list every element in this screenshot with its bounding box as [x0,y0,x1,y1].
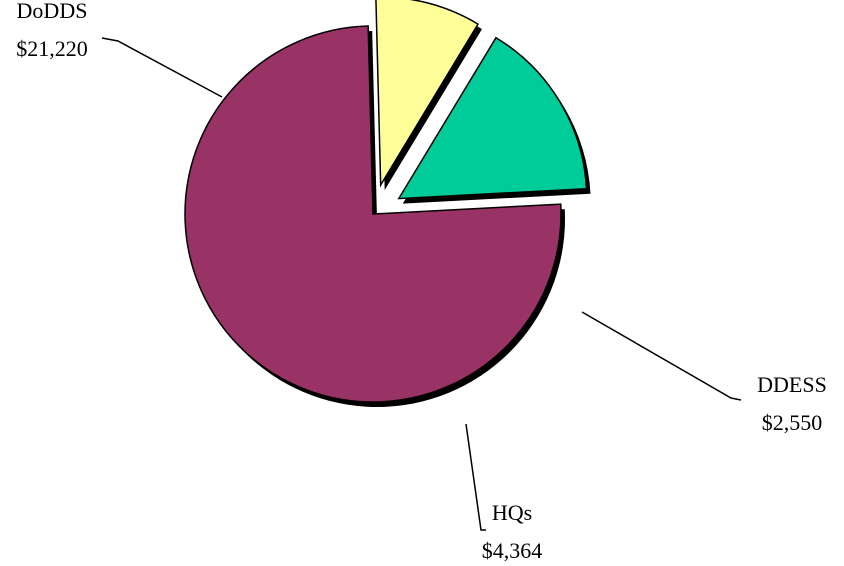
leader-line-ddess [581,311,742,401]
slice-ddess [375,0,479,188]
pie-slices [184,0,588,403]
slice-hqs [397,36,588,200]
slice-dodds [184,25,562,403]
leader-line-hqs [465,423,486,531]
slice-labels: DoDDS $21,220 DDESS $2,550 HQs $4,364 [16,0,827,563]
leader-lines [101,37,742,531]
leader-line-dodds [101,37,223,98]
label-value-hqs: $4,364 [482,538,543,563]
label-name-hqs: HQs [492,500,532,525]
label-name-ddess: DDESS [757,372,827,397]
label-value-dodds: $21,220 [16,36,88,61]
label-value-ddess: $2,550 [762,410,823,435]
label-name-dodds: DoDDS [17,0,88,23]
